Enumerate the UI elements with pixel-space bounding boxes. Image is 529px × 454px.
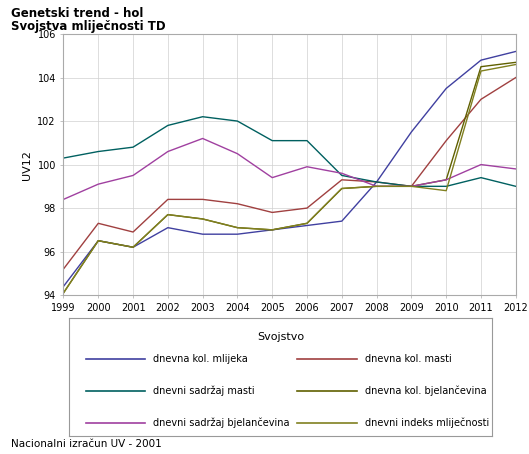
Y-axis label: UV12: UV12 (22, 150, 32, 179)
Text: dnevni sadržaj bjelančevina: dnevni sadržaj bjelančevina (153, 418, 290, 428)
Text: Nacionalni izračun UV - 2001: Nacionalni izračun UV - 2001 (11, 439, 161, 449)
Text: dnevni indeks mliječnosti: dnevni indeks mliječnosti (365, 418, 489, 428)
Text: Svojstvo: Svojstvo (257, 332, 304, 342)
Text: Svojstva mliječnosti TD: Svojstva mliječnosti TD (11, 20, 165, 34)
X-axis label: Godina rođenja: Godina rođenja (247, 318, 332, 328)
Text: dnevna kol. mlijeka: dnevna kol. mlijeka (153, 354, 248, 364)
Text: dnevna kol. bjelančevina: dnevna kol. bjelančevina (365, 386, 487, 396)
Text: Genetski trend - hol: Genetski trend - hol (11, 7, 143, 20)
Text: dnevna kol. masti: dnevna kol. masti (365, 354, 452, 364)
Text: dnevni sadržaj masti: dnevni sadržaj masti (153, 386, 255, 396)
